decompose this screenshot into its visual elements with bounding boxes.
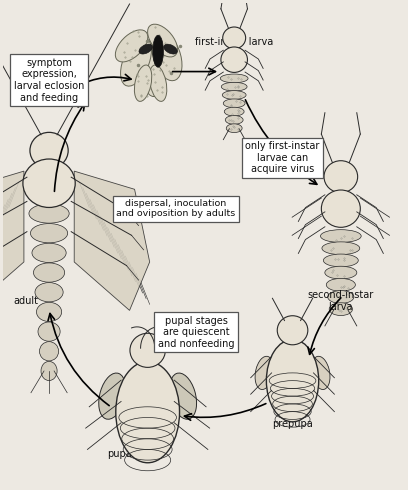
Ellipse shape	[38, 322, 60, 341]
Text: second-instar
larva: second-instar larva	[308, 290, 374, 312]
Ellipse shape	[149, 65, 167, 101]
Text: first-instar larva: first-instar larva	[195, 37, 273, 47]
Polygon shape	[0, 171, 24, 310]
Ellipse shape	[130, 333, 165, 368]
Ellipse shape	[99, 373, 126, 419]
Polygon shape	[74, 171, 150, 310]
Ellipse shape	[29, 204, 69, 223]
Ellipse shape	[141, 38, 166, 97]
Ellipse shape	[33, 263, 64, 282]
Ellipse shape	[148, 24, 177, 57]
Ellipse shape	[325, 266, 357, 279]
Ellipse shape	[23, 159, 75, 207]
Ellipse shape	[329, 303, 353, 316]
Ellipse shape	[222, 91, 246, 99]
Ellipse shape	[226, 124, 242, 133]
Text: dispersal, inoculation
and oviposition by adults: dispersal, inoculation and oviposition b…	[116, 199, 235, 219]
Text: pupa: pupa	[107, 449, 132, 459]
Ellipse shape	[35, 283, 63, 302]
Ellipse shape	[324, 254, 358, 267]
Ellipse shape	[224, 107, 244, 116]
Ellipse shape	[225, 116, 243, 124]
Ellipse shape	[324, 161, 358, 193]
Ellipse shape	[31, 223, 68, 243]
Ellipse shape	[255, 356, 274, 390]
Ellipse shape	[134, 65, 152, 101]
Ellipse shape	[36, 302, 62, 321]
Ellipse shape	[164, 44, 177, 54]
Text: only first-instar
larvae can
acquire virus: only first-instar larvae can acquire vir…	[245, 141, 319, 174]
Ellipse shape	[153, 35, 164, 67]
Text: prepupa: prepupa	[272, 419, 313, 429]
Ellipse shape	[322, 242, 360, 255]
Ellipse shape	[152, 32, 182, 81]
Ellipse shape	[115, 30, 148, 62]
Ellipse shape	[170, 373, 197, 419]
Text: symptom
expression,
larval eclosion
and feeding: symptom expression, larval eclosion and …	[14, 58, 84, 103]
Ellipse shape	[40, 342, 59, 361]
Ellipse shape	[223, 99, 245, 108]
Ellipse shape	[32, 243, 66, 263]
Ellipse shape	[221, 82, 247, 91]
Ellipse shape	[328, 291, 354, 303]
Ellipse shape	[30, 132, 68, 169]
Ellipse shape	[121, 38, 151, 86]
Text: pupal stages
are quiescent
and nonfeeding: pupal stages are quiescent and nonfeedin…	[158, 316, 234, 349]
Ellipse shape	[220, 74, 248, 83]
Ellipse shape	[322, 190, 360, 227]
Ellipse shape	[221, 47, 248, 73]
Text: adult: adult	[13, 295, 39, 306]
Ellipse shape	[311, 356, 330, 390]
Ellipse shape	[139, 44, 153, 54]
Ellipse shape	[41, 361, 57, 381]
Ellipse shape	[277, 316, 308, 345]
Ellipse shape	[266, 340, 319, 422]
Ellipse shape	[116, 362, 180, 463]
Ellipse shape	[223, 27, 246, 49]
Ellipse shape	[326, 278, 355, 291]
Ellipse shape	[320, 230, 361, 243]
